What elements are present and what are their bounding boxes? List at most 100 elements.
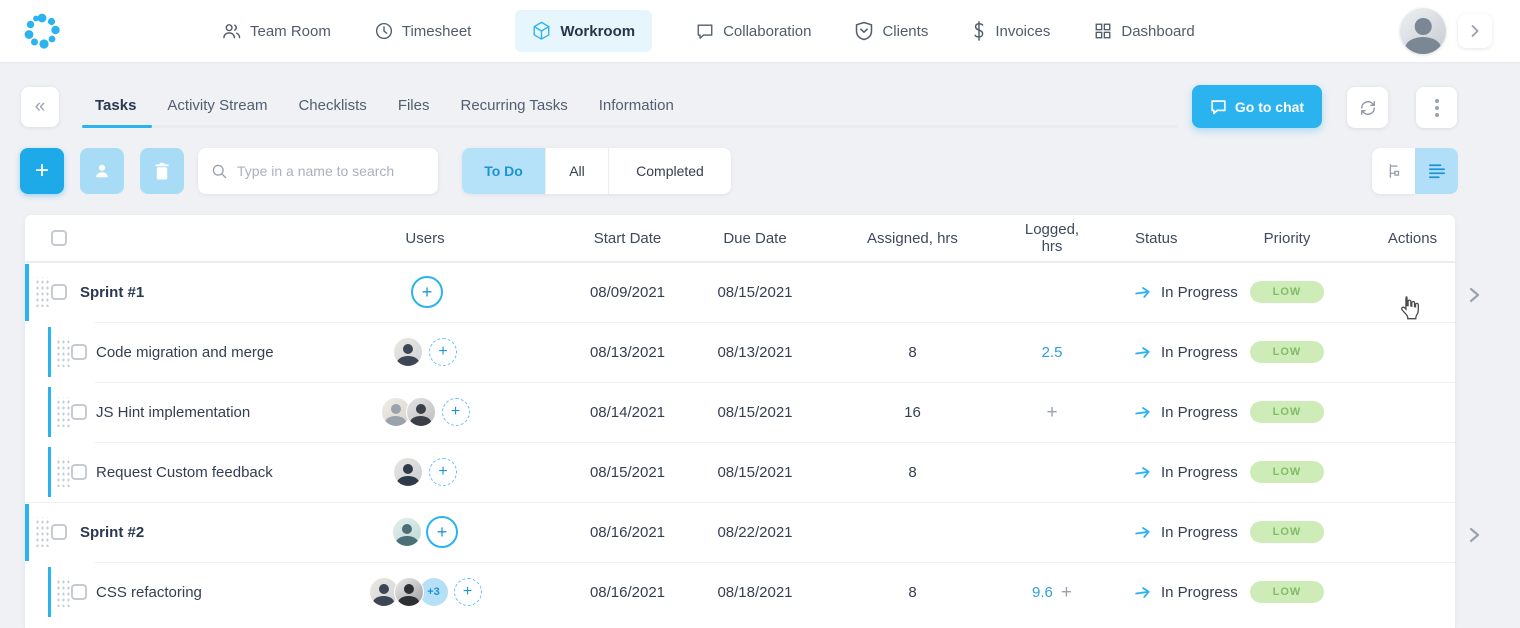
row-actions-button[interactable] <box>1403 582 1423 602</box>
user-avatar[interactable] <box>1400 8 1446 54</box>
priority-badge[interactable]: LOW <box>1250 461 1324 483</box>
column-header-logged-hrs[interactable]: Logged, hrs <box>1024 221 1080 255</box>
assignee-avatar[interactable] <box>393 337 423 367</box>
logged-hours-link[interactable]: 2.5 <box>1041 343 1063 361</box>
status-cell[interactable]: In Progress <box>1090 404 1250 421</box>
row-checkbox[interactable] <box>51 284 67 300</box>
nav-clients[interactable]: Clients <box>855 21 928 41</box>
expand-sprint-1-chevron[interactable] <box>1468 287 1482 303</box>
tab-files[interactable]: Files <box>397 96 430 114</box>
priority-badge[interactable]: LOW <box>1250 341 1324 363</box>
more-options-button[interactable] <box>1416 87 1457 128</box>
due-date[interactable]: 08/15/2021 <box>717 403 793 421</box>
app-logo-icon[interactable] <box>22 11 62 51</box>
row-actions-button[interactable] <box>1403 282 1423 302</box>
column-header-users[interactable]: Users <box>405 229 445 247</box>
drag-handle[interactable] <box>34 277 49 307</box>
filter-all[interactable]: All <box>545 148 608 194</box>
start-date[interactable]: 08/09/2021 <box>589 283 666 301</box>
add-task-button[interactable]: + <box>20 148 64 194</box>
row-actions-button[interactable] <box>1403 462 1423 482</box>
tab-activity-stream[interactable]: Activity Stream <box>167 96 268 114</box>
task-title[interactable]: Sprint #1 <box>80 283 145 301</box>
status-cell[interactable]: In Progress <box>1090 464 1250 481</box>
add-logged-time-button[interactable]: + <box>1060 581 1072 603</box>
drag-handle[interactable] <box>34 517 49 547</box>
add-assignee-button[interactable]: + <box>453 578 482 606</box>
nav-workroom[interactable]: Workroom <box>515 10 653 52</box>
task-title[interactable]: Request Custom feedback <box>96 463 273 481</box>
nav-expand-button[interactable] <box>1458 14 1492 48</box>
tab-information[interactable]: Information <box>598 96 674 114</box>
start-date[interactable]: 08/15/2021 <box>589 463 666 481</box>
select-all-checkbox[interactable] <box>51 230 67 246</box>
add-assignee-button[interactable]: + <box>441 398 470 426</box>
add-assignee-button[interactable]: + <box>426 516 458 548</box>
nav-timesheet[interactable]: Timesheet <box>375 22 471 40</box>
drag-handle[interactable] <box>55 397 70 427</box>
filter-completed[interactable]: Completed <box>608 148 731 194</box>
add-assignee-button[interactable]: + <box>429 338 457 366</box>
row-checkbox[interactable] <box>51 524 67 540</box>
row-checkbox[interactable] <box>71 584 87 600</box>
add-assignee-button[interactable]: + <box>429 458 457 486</box>
status-cell[interactable]: In Progress <box>1090 284 1250 301</box>
refresh-button[interactable] <box>1347 87 1388 128</box>
due-date[interactable]: 08/15/2021 <box>717 283 793 301</box>
column-header-assigned-hrs[interactable]: Assigned, hrs <box>867 229 958 247</box>
logged-hours-link[interactable]: 9.6 <box>1032 583 1053 601</box>
assignee-avatar[interactable] <box>405 397 436 427</box>
assignee-avatar[interactable] <box>393 577 424 607</box>
gantt-view-button[interactable] <box>1372 148 1415 194</box>
due-date[interactable]: 08/15/2021 <box>717 463 793 481</box>
assignee-avatar[interactable] <box>393 457 423 487</box>
column-header-priority[interactable]: Priority <box>1263 229 1311 247</box>
priority-badge[interactable]: LOW <box>1250 281 1324 303</box>
row-checkbox[interactable] <box>71 344 87 360</box>
assignee-avatar[interactable] <box>392 517 422 547</box>
expand-sprint-2-chevron[interactable] <box>1468 527 1482 543</box>
tab-recurring-tasks[interactable]: Recurring Tasks <box>460 96 568 114</box>
task-title[interactable]: Sprint #2 <box>80 523 145 541</box>
start-date[interactable]: 08/16/2021 <box>589 583 666 601</box>
tab-checklists[interactable]: Checklists <box>298 96 367 114</box>
nav-team-room[interactable]: Team Room <box>222 22 331 40</box>
nav-collaboration[interactable]: Collaboration <box>696 22 811 40</box>
status-cell[interactable]: In Progress <box>1090 584 1250 601</box>
row-checkbox[interactable] <box>71 464 87 480</box>
filter-todo[interactable]: To Do <box>462 148 545 194</box>
column-header-status[interactable]: Status <box>1135 229 1178 247</box>
priority-badge[interactable]: LOW <box>1250 401 1324 423</box>
add-logged-time-button[interactable]: + <box>1046 401 1058 423</box>
start-date[interactable]: 08/16/2021 <box>589 523 666 541</box>
row-actions-button[interactable] <box>1403 522 1423 542</box>
list-view-button[interactable] <box>1415 148 1458 194</box>
column-header-start-date[interactable]: Start Date <box>593 229 662 247</box>
tab-tasks[interactable]: Tasks <box>95 96 137 114</box>
start-date[interactable]: 08/13/2021 <box>589 343 666 361</box>
due-date[interactable]: 08/18/2021 <box>717 583 793 601</box>
task-title[interactable]: Code migration and merge <box>96 343 274 361</box>
due-date[interactable]: 08/13/2021 <box>717 343 793 361</box>
nav-invoices[interactable]: Invoices <box>972 21 1050 41</box>
drag-handle[interactable] <box>55 337 70 367</box>
priority-badge[interactable]: LOW <box>1250 521 1324 543</box>
column-header-due-date[interactable]: Due Date <box>723 229 787 247</box>
search-input[interactable] <box>237 163 424 179</box>
drag-handle[interactable] <box>55 457 70 487</box>
row-actions-button[interactable] <box>1403 402 1423 422</box>
start-date[interactable]: 08/14/2021 <box>589 403 666 421</box>
due-date[interactable]: 08/22/2021 <box>717 523 793 541</box>
delete-button[interactable] <box>140 148 184 194</box>
go-to-chat-button[interactable]: Go to chat <box>1192 85 1322 128</box>
filter-by-user-button[interactable] <box>80 148 124 194</box>
column-header-actions[interactable]: Actions <box>1387 229 1438 247</box>
task-title[interactable]: CSS refactoring <box>96 583 202 601</box>
task-title[interactable]: JS Hint implementation <box>96 403 251 421</box>
drag-handle[interactable] <box>55 577 70 607</box>
extra-assignees-badge[interactable]: +3 <box>419 578 448 606</box>
nav-dashboard[interactable]: Dashboard <box>1094 22 1195 40</box>
row-actions-button[interactable] <box>1403 342 1423 362</box>
status-cell[interactable]: In Progress <box>1090 524 1250 541</box>
row-checkbox[interactable] <box>71 404 87 420</box>
